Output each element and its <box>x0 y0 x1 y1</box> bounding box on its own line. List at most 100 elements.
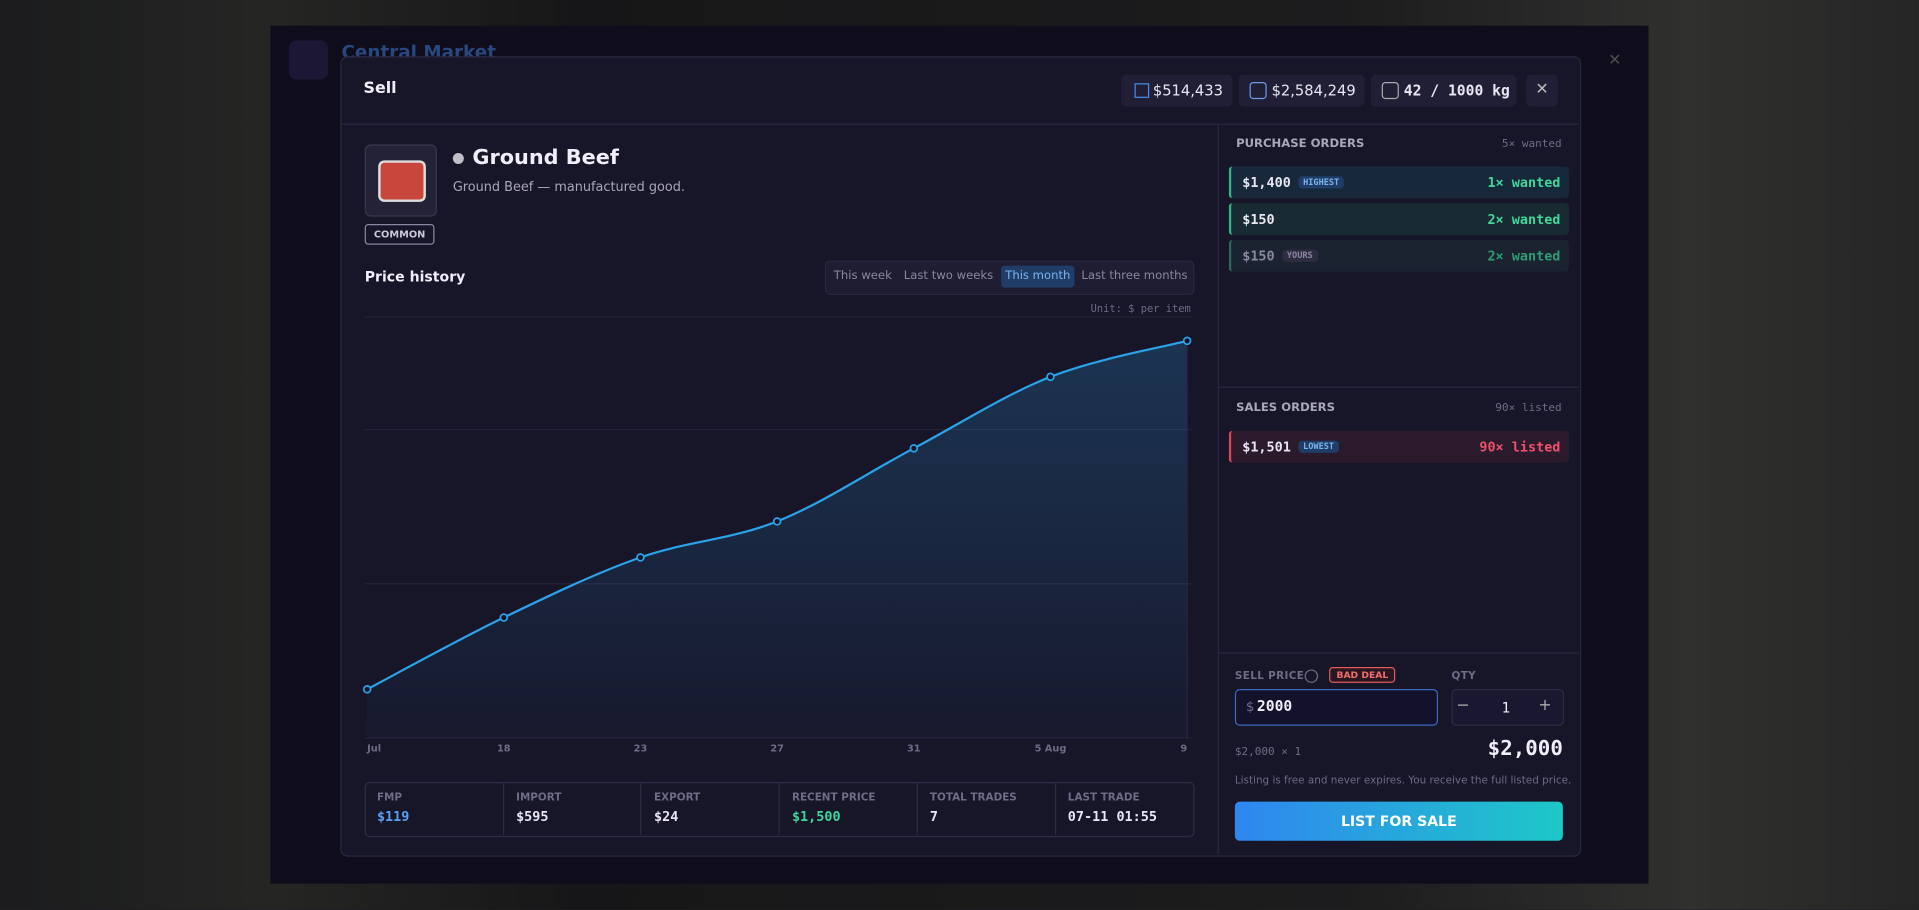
stat-label: TOTAL TRADES <box>929 791 1017 805</box>
price-chart: Jul 18 23 27 31 5 Aug 9 <box>362 316 1193 754</box>
qty-plus[interactable]: + <box>1538 696 1552 715</box>
order-price: $150 <box>1242 211 1275 228</box>
qty-value: 1 <box>1501 698 1511 716</box>
order-price: $1,400 HIGHEST <box>1242 175 1345 191</box>
balance-bank <box>1121 74 1233 107</box>
close-button[interactable]: ✕ <box>1526 74 1558 107</box>
balance-weight-text: 42 / 1000 kg <box>1403 81 1510 100</box>
tab[interactable]: This month <box>1001 265 1075 288</box>
bad-deal-badge: BAD DEAL <box>1329 666 1396 683</box>
point <box>636 553 645 562</box>
area <box>367 340 1188 738</box>
order-price: $150 YOURS <box>1242 248 1318 265</box>
stat: IMPORT $595 <box>502 783 641 835</box>
stats-box <box>364 782 1195 838</box>
x-tick-label: 23 <box>634 743 648 754</box>
stat-label: RECENT PRICE <box>791 791 876 805</box>
order-qty: 2× wanted <box>1487 211 1561 228</box>
stat-value: $595 <box>516 808 549 825</box>
point <box>1046 372 1055 382</box>
order-qty: 1× wanted <box>1487 175 1561 191</box>
badge: HIGHEST <box>1298 176 1345 189</box>
stat-value: $1,500 <box>791 808 841 825</box>
bank-icon <box>1134 83 1150 98</box>
item-image-meat <box>378 160 426 202</box>
item-name: Ground Beef <box>472 145 619 171</box>
badge: LOWEST <box>1298 440 1339 453</box>
modal-title: Sell <box>363 79 397 98</box>
price: $1,501 <box>1242 439 1291 456</box>
cash-icon <box>1249 81 1267 100</box>
sales-summary: 90× listed <box>1495 402 1562 415</box>
order-qty: 2× wanted <box>1487 248 1561 265</box>
stat: TOTAL TRADES 7 <box>916 783 1054 835</box>
qty-label: QTY <box>1451 670 1477 683</box>
x-tick-label: 18 <box>497 743 511 754</box>
point <box>772 517 782 526</box>
stat-value: $24 <box>654 808 679 825</box>
app-icon <box>288 40 328 80</box>
point <box>499 613 509 622</box>
tab[interactable]: This week <box>833 269 892 283</box>
price: $1,400 <box>1242 175 1291 191</box>
tab[interactable]: Last three months <box>1081 269 1188 283</box>
section-divider <box>1218 386 1579 388</box>
price-input-value: 2000 <box>1256 697 1293 715</box>
rarity-dot <box>452 152 464 164</box>
rarity-badge: COMMON <box>364 223 435 245</box>
purchase-summary: 5× wanted <box>1501 138 1562 151</box>
badge: YOURS <box>1281 249 1318 262</box>
point <box>1182 336 1192 346</box>
qty-stepper <box>1451 689 1565 726</box>
balance-cash <box>1238 74 1365 107</box>
purchase-title: PURCHASE ORDERS <box>1236 137 1365 151</box>
purchase-order[interactable]: $150 YOURS 2× wanted <box>1228 239 1569 272</box>
list-button[interactable]: LIST FOR SALE <box>1234 801 1563 841</box>
item-description: Ground Beef — manufactured good. <box>452 179 685 195</box>
stat-label: FMP <box>376 791 403 805</box>
header-divider <box>340 123 1579 125</box>
tab[interactable]: Last two weeks <box>903 269 994 283</box>
price-input[interactable] <box>1234 689 1439 726</box>
stat-value: 7 <box>929 808 938 825</box>
listing-note: Listing is free and never expires. You r… <box>1234 774 1572 787</box>
stat: LAST TRADE 07-11 01:55 <box>1054 783 1192 835</box>
order-price: $1,501 LOWEST <box>1242 439 1339 455</box>
balance-weight <box>1370 74 1517 107</box>
unit-label: Unit: $ per item <box>1090 303 1191 316</box>
stat: FMP $119 <box>365 783 502 834</box>
x-tick-label: 27 <box>770 743 784 754</box>
stat-label: LAST TRADE <box>1067 791 1140 805</box>
purchase-order[interactable]: $1,400 HIGHEST 1× wanted <box>1228 166 1569 199</box>
weight-icon <box>1381 81 1399 100</box>
purchase-order[interactable]: $150 2× wanted <box>1228 203 1569 235</box>
stat-value: $119 <box>376 808 410 825</box>
panel-divider <box>1217 123 1219 855</box>
sales-title: SALES ORDERS <box>1236 401 1335 415</box>
section-divider <box>1218 652 1579 654</box>
stat: RECENT PRICE $1,500 <box>778 783 916 835</box>
stat: EXPORT $24 <box>640 783 779 835</box>
x-tick-label: 5 Aug <box>1035 743 1067 754</box>
sell-price-label: SELL PRICE <box>1234 670 1305 683</box>
balance-cash-text: $2,584,249 <box>1271 81 1356 100</box>
balance-bank-text: $514,433 <box>1152 81 1223 100</box>
stat-value: 07-11 01:55 <box>1067 808 1157 825</box>
info-icon[interactable] <box>1304 669 1319 683</box>
point <box>909 444 919 453</box>
currency: $ <box>1245 698 1255 715</box>
background-close[interactable]: ✕ <box>1608 51 1622 70</box>
price-history-title: Price history <box>364 268 466 286</box>
stat-label: EXPORT <box>654 791 701 805</box>
total: $2,000 <box>1487 736 1563 762</box>
x-tick-label: Jul <box>366 743 381 754</box>
order-qty: 90× listed <box>1479 439 1561 456</box>
price: $150 <box>1242 248 1275 265</box>
sales-order[interactable]: $1,501 LOWEST 90× listed <box>1228 430 1569 463</box>
x-tick-label: 31 <box>907 743 921 754</box>
x-tick-label: 9 <box>1180 743 1187 754</box>
point <box>362 684 372 694</box>
qty-minus[interactable]: − <box>1456 696 1470 715</box>
